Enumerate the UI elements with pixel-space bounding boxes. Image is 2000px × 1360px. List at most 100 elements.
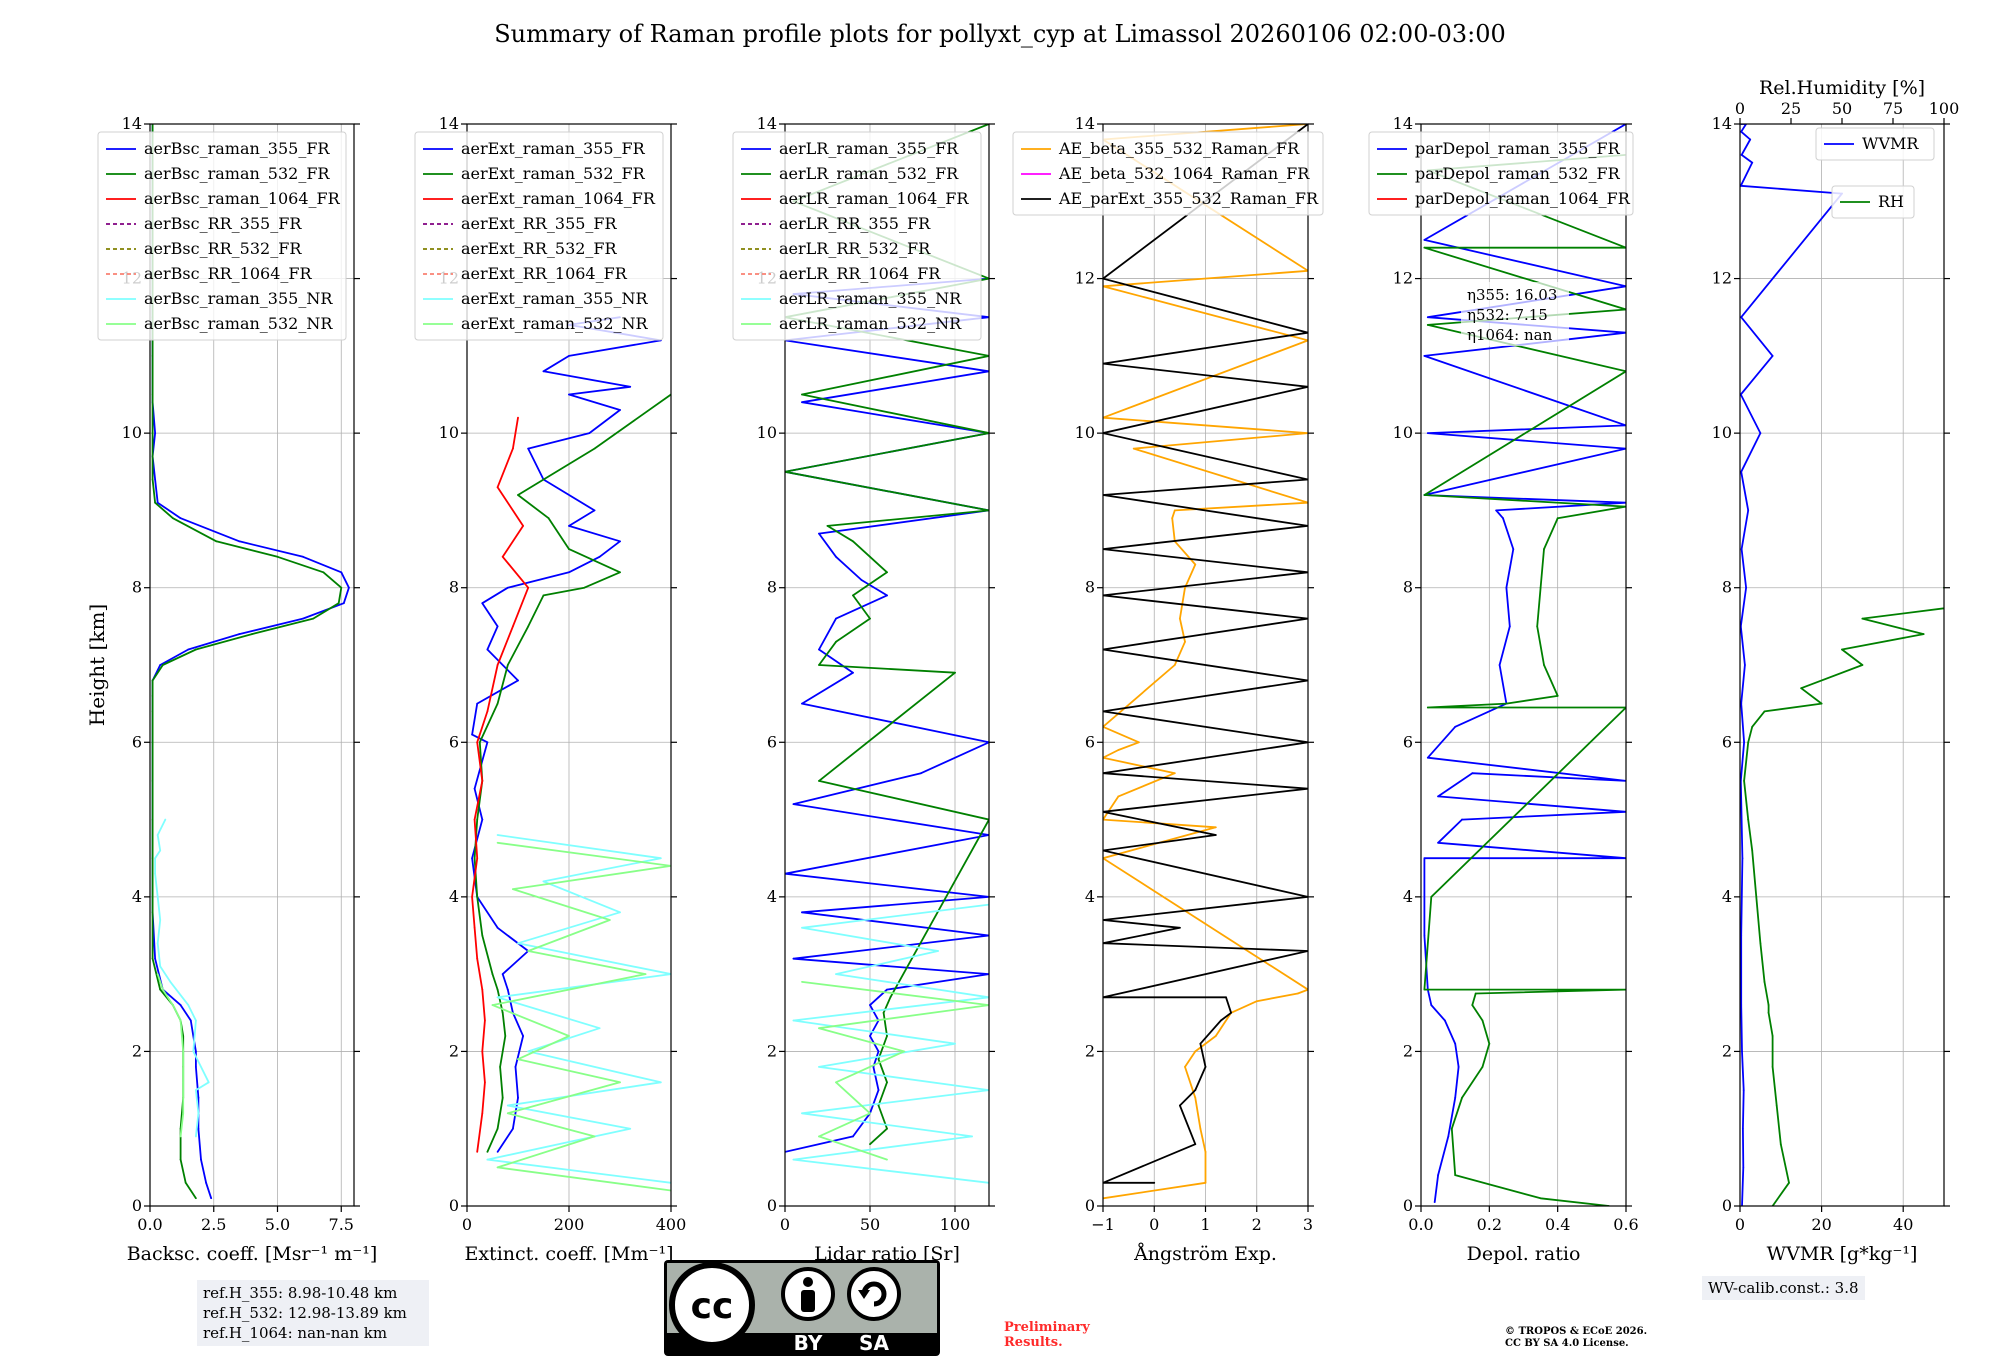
- preliminary-line-1: Preliminary: [1004, 1320, 1090, 1335]
- preliminary-note: Preliminary Results.: [1004, 1320, 1090, 1350]
- data-point-aerBsc_raman_355_FR: [189, 1019, 192, 1022]
- data-point-aerExt_raman_1064_FR: [481, 988, 484, 991]
- data-point-aerBsc_raman_355_FR: [197, 1096, 200, 1099]
- y-axis-label: Height [km]: [85, 604, 109, 726]
- data-point-WVMR: [1740, 470, 1743, 473]
- data-point-RH: [1841, 648, 1843, 651]
- data-point-aerExt_raman_355_FR: [486, 741, 489, 744]
- data-point-aerExt_raman_532_FR: [476, 895, 479, 898]
- data-point-aerBsc_raman_532_FR: [151, 679, 154, 682]
- y-tick-label: 10: [1075, 423, 1095, 442]
- data-point-parDepol_raman_355_FR: [1423, 857, 1426, 860]
- data-point-AE_beta_355_532_Raman_FR: [1173, 664, 1176, 666]
- data-point-aerLR_raman_355_FR: [886, 988, 888, 991]
- data-point-RH: [1861, 664, 1864, 666]
- legend-box: [97, 131, 347, 341]
- data-point-aerBsc_raman_532_FR: [322, 571, 325, 574]
- data-point-parDepol_raman_532_FR: [1454, 1174, 1457, 1176]
- legend-box: [1368, 131, 1634, 216]
- data-point-aerBsc_raman_355_FR: [154, 432, 157, 435]
- data-point-aerBsc_raman_532_FR: [215, 540, 218, 543]
- legend-label: parDepol_raman_1064_FR: [1415, 189, 1631, 208]
- y-tick-label: 0: [1722, 1196, 1732, 1215]
- data-point-RH: [1763, 980, 1766, 983]
- data-point-parDepol_raman_355_FR: [1457, 1065, 1460, 1068]
- wv-calib-box: WV-calib.const.: 3.8: [1702, 1276, 1865, 1300]
- top-x-tick-label: 75: [1883, 99, 1903, 118]
- data-point-aerBsc_raman_532_FR: [151, 354, 154, 357]
- data-point-AE_beta_355_532_Raman_FR: [1184, 586, 1186, 589]
- sa-share-arc: [861, 1281, 887, 1307]
- x-axis-label: Lidar ratio [Sr]: [814, 1243, 960, 1265]
- data-point-aerBsc_raman_532_FR: [195, 1197, 197, 1200]
- data-point-aerExt_raman_532_NR: [491, 1004, 494, 1006]
- data-point-aerBsc_raman_532_FR: [340, 586, 343, 589]
- y-tick-label: 2: [1722, 1041, 1732, 1060]
- data-point-aerExt_raman_532_FR: [619, 571, 621, 574]
- legend-label: WVMR: [1862, 134, 1919, 153]
- data-point-aerBsc_raman_355_NR: [192, 1050, 195, 1053]
- y-tick-label: 2: [767, 1041, 777, 1060]
- series-line-aerLR_raman_355_FR: [785, 277, 989, 1153]
- x-tick-label: 100: [940, 1215, 971, 1234]
- data-point-aerBsc_raman_355_FR: [238, 633, 241, 635]
- data-point-aerExt_raman_355_NR: [496, 996, 499, 999]
- data-point-aerLR_raman_532_FR: [954, 671, 956, 674]
- data-point-AE_parExt_355_532_Raman_FR: [1178, 926, 1181, 929]
- data-point-aerBsc_raman_532_FR: [151, 695, 154, 697]
- chart-ext: 020040002468101214Extinct. coeff. [Mm⁻¹]…: [414, 114, 686, 1265]
- data-point-aerBsc_raman_355_NR: [195, 1019, 197, 1022]
- data-point-aerExt_raman_355_NR: [527, 1050, 530, 1053]
- data-point-aerExt_raman_355_FR: [588, 432, 591, 435]
- x-tick-label: 0.0: [137, 1215, 162, 1234]
- x-tick-label: 0.0: [1408, 1215, 1433, 1234]
- data-point-aerExt_raman_532_FR: [547, 517, 550, 520]
- data-point-RH: [1767, 1011, 1770, 1014]
- y-tick-label: 0: [132, 1196, 142, 1215]
- data-point-aerExt_raman_355_FR: [471, 733, 473, 736]
- data-point-aerExt_raman_532_FR: [496, 1127, 499, 1130]
- y-tick-label: 6: [767, 732, 777, 751]
- eta-label: η1064: nan: [1467, 326, 1553, 344]
- data-point-parDepol_raman_532_FR: [1539, 1197, 1542, 1200]
- data-point-aerBsc_raman_355_NR: [159, 849, 162, 852]
- series-group: [1423, 124, 1626, 1206]
- data-point-parDepol_raman_355_FR: [1430, 1004, 1433, 1006]
- series-line-aerLR_raman_532_FR: [785, 124, 989, 1145]
- chart-lr: 05010002468101214Lidar ratio [Sr]aerLR_r…: [732, 114, 995, 1265]
- data-point-aerExt_raman_532_NR: [517, 1058, 519, 1061]
- legend-label: aerBsc_RR_532_FR: [144, 239, 302, 258]
- data-point-aerLR_raman_355_FR: [835, 555, 837, 558]
- y-tick-label: 6: [132, 732, 142, 751]
- x-tick-label: 50: [860, 1215, 880, 1234]
- top-x-tick-label: 0: [1735, 99, 1745, 118]
- data-point-parDepol_raman_355_FR: [1423, 934, 1426, 937]
- data-point-AE_beta_355_532_Raman_FR: [1214, 826, 1217, 829]
- data-point-aerExt_raman_532_FR: [527, 625, 530, 628]
- data-point-aerExt_raman_532_FR: [496, 702, 499, 705]
- y-tick-label: 14: [1393, 114, 1413, 133]
- data-point-RH: [1771, 1035, 1774, 1037]
- data-point-AE_parExt_355_532_Raman_FR: [1178, 1104, 1181, 1107]
- data-point-AE_parExt_355_532_Raman_FR: [1194, 1089, 1197, 1091]
- x-tick-label: 3: [1303, 1215, 1313, 1234]
- data-point-WVMR: [1771, 354, 1774, 357]
- data-point-parDepol_raman_532_FR: [1423, 246, 1426, 249]
- data-point-aerBsc_raman_355_FR: [179, 517, 182, 520]
- data-point-parDepol_raman_532_FR: [1543, 548, 1545, 550]
- data-point-aerLR_raman_355_FR: [852, 671, 854, 674]
- data-point-aerBsc_raman_355_FR: [179, 1004, 182, 1006]
- data-point-RH: [1788, 1181, 1790, 1184]
- y-tick-label: 8: [449, 578, 459, 597]
- data-point-aerBsc_raman_355_NR: [159, 919, 162, 921]
- axes-frame: [784, 123, 990, 1207]
- legend-label: aerBsc_raman_355_NR: [144, 289, 333, 308]
- data-point-aerBsc_raman_532_FR: [151, 911, 154, 914]
- y-tick-label: 2: [132, 1041, 142, 1060]
- legend-label: aerBsc_RR_355_FR: [144, 214, 302, 233]
- data-point-aerExt_raman_355_FR: [496, 625, 499, 628]
- data-point-aerBsc_raman_355_NR: [164, 818, 167, 821]
- y-tick-label: 0: [1085, 1196, 1095, 1215]
- data-point-AE_beta_355_532_Raman_FR: [1296, 992, 1299, 995]
- data-point-parDepol_raman_355_FR: [1426, 432, 1429, 435]
